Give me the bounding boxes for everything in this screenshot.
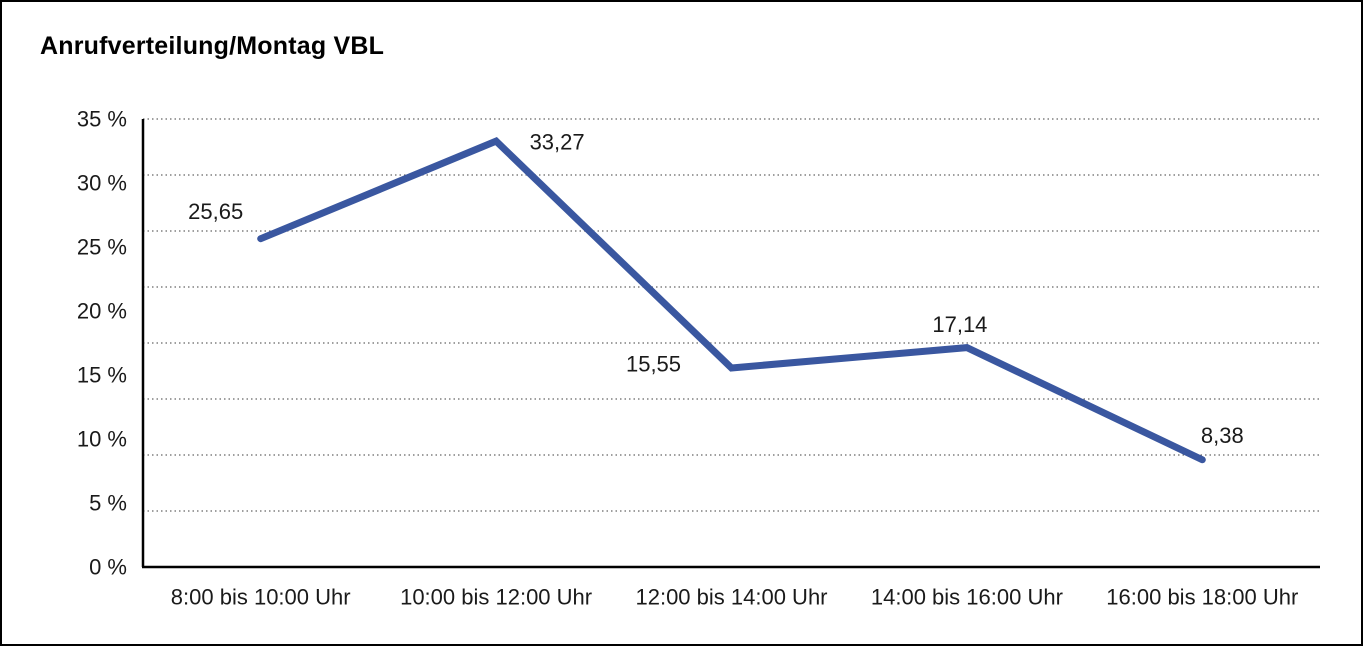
x-tick-label: 10:00 bis 12:00 Uhr [400, 585, 592, 610]
x-tick-label: 16:00 bis 18:00 Uhr [1106, 585, 1298, 610]
x-tick-label: 12:00 bis 14:00 Uhr [635, 585, 827, 610]
data-value-label: 25,65 [188, 199, 243, 224]
y-tick-label: 15 % [77, 363, 127, 388]
y-tick-label: 35 % [77, 107, 127, 132]
data-value-label: 33,27 [530, 130, 585, 155]
y-tick-label: 0 % [89, 555, 127, 580]
x-tick-label: 14:00 bis 16:00 Uhr [871, 585, 1063, 610]
chart-title: Anrufverteilung/Montag VBL [40, 32, 385, 60]
y-tick-label: 25 % [77, 235, 127, 260]
data-value-label: 8,38 [1201, 423, 1244, 448]
y-tick-label: 20 % [77, 299, 127, 324]
data-value-label: 17,14 [932, 312, 987, 337]
data-value-label: 15,55 [626, 351, 681, 376]
y-tick-label: 30 % [77, 171, 127, 196]
y-tick-label: 5 % [89, 491, 127, 516]
y-tick-label: 10 % [77, 427, 127, 452]
series-line [257, 137, 1206, 464]
x-tick-label: 8:00 bis 10:00 Uhr [171, 585, 351, 610]
